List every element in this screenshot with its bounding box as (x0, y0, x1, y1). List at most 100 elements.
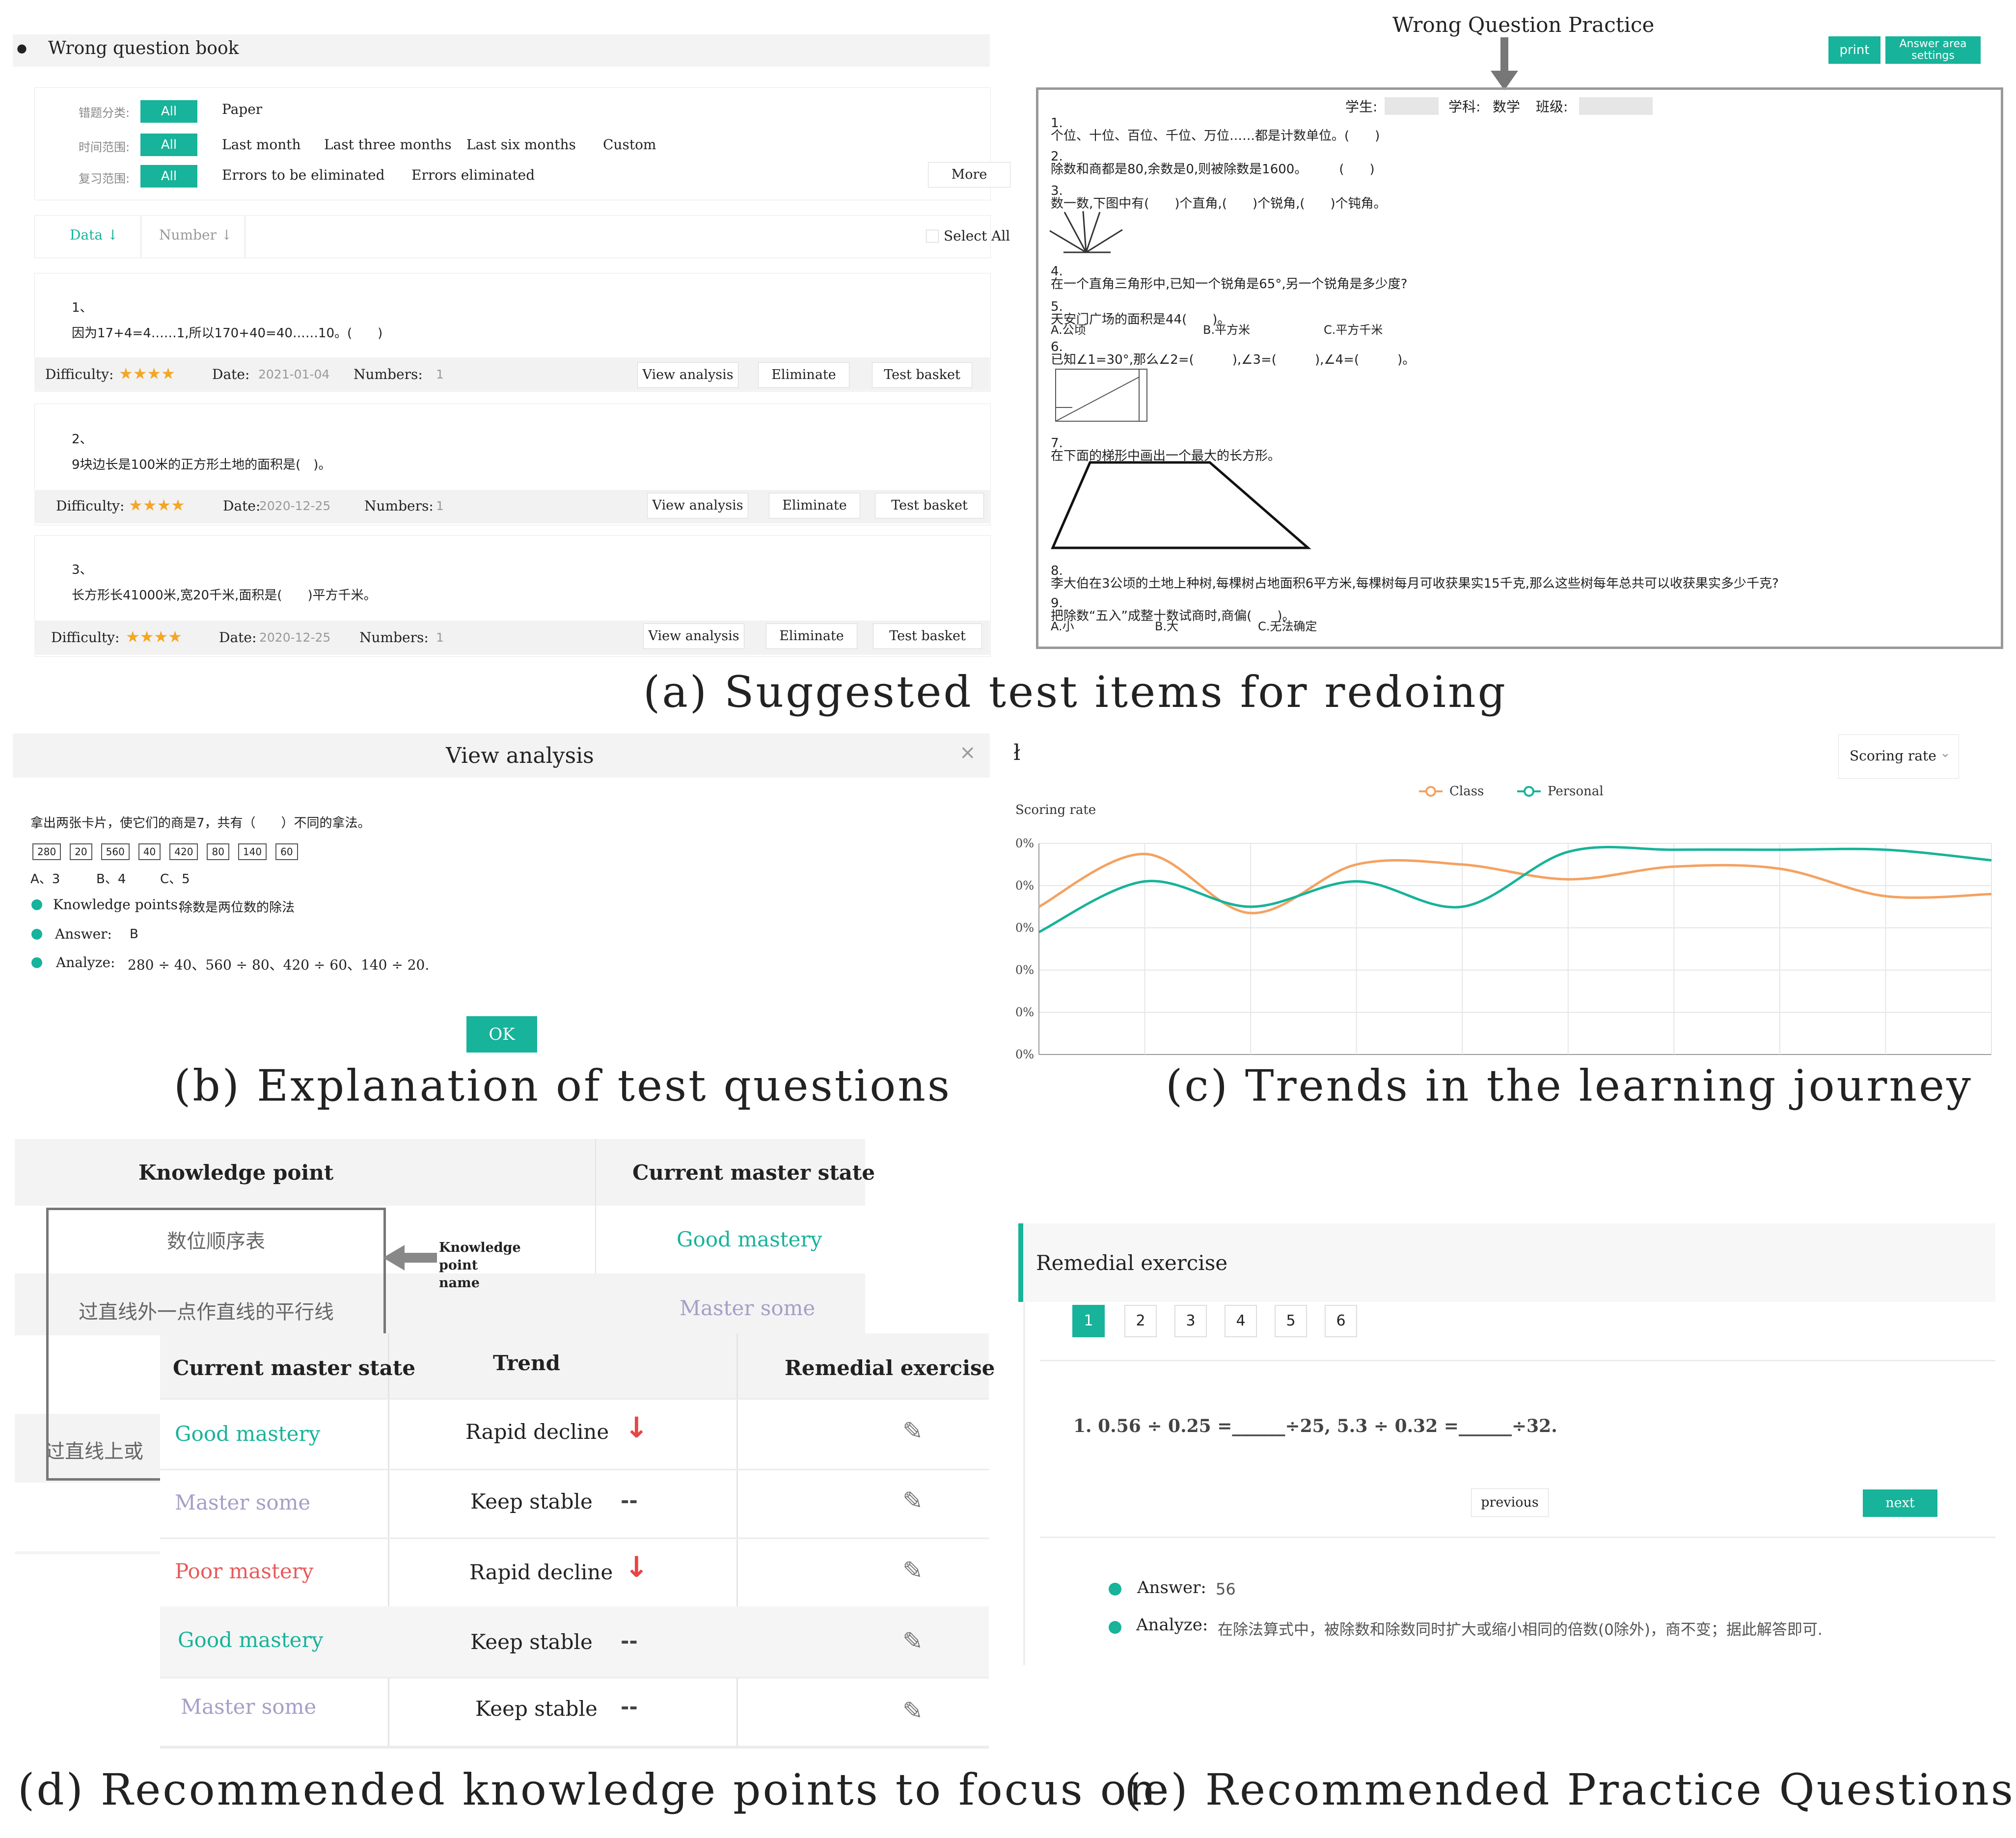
arrow-down-icon: ↓ (625, 1411, 649, 1444)
caption-a: (a) Suggested test items for redoing (643, 667, 1508, 717)
mastery-state: Good mastery (677, 1227, 822, 1251)
bullet-icon (1109, 1621, 1121, 1634)
edit-icon[interactable]: ✎ (902, 1627, 923, 1655)
page-5-button[interactable]: 5 (1275, 1305, 1307, 1337)
dropdown-value: Scoring rate (1850, 748, 1936, 764)
option-c: C、5 (160, 872, 190, 887)
filter-option-custom[interactable]: Custom (603, 136, 656, 153)
col-current-state: Current master state (173, 1356, 416, 1380)
filter-chip-time[interactable]: All (140, 134, 197, 156)
answer-label: Answer: (1137, 1578, 1206, 1597)
flat-trend-icon: -- (621, 1488, 638, 1513)
rectangle-angle-figure (1055, 369, 1147, 422)
trend-chart: Scoring rate 0% 0% 0% 0% 0% 0% Class Personal (1015, 784, 1992, 1060)
filter-chip-review[interactable]: All (140, 165, 197, 188)
filter-option-paper[interactable]: Paper (222, 101, 263, 117)
y-tick-label: 0% (1015, 879, 1034, 892)
number-card: 140 (238, 843, 267, 860)
sort-bar (34, 215, 991, 258)
answer-area-settings-button[interactable]: Answer area settings (1885, 36, 1981, 64)
filter-option-errors-eliminated[interactable]: Errors eliminated (411, 167, 535, 183)
filter-option-errors-to-eliminate[interactable]: Errors to be eliminated (222, 167, 385, 183)
mastery-state: Master some (181, 1695, 317, 1719)
trend-text: Keep stable (470, 1489, 593, 1514)
location-pin-icon: ● (17, 41, 27, 55)
sort-data[interactable]: Data ↓ (70, 227, 119, 243)
filter-label-time: 时间范围: (79, 140, 130, 154)
difficulty-stars: ★★★★ (126, 627, 182, 646)
filter-option-last-month[interactable]: Last month (222, 136, 301, 153)
ok-button[interactable]: OK (466, 1016, 537, 1053)
analyze-value: 280 ÷ 40、560 ÷ 80、420 ÷ 60、140 ÷ 20. (128, 957, 430, 973)
y-tick-label: 0% (1015, 1005, 1034, 1019)
page-2-button[interactable]: 2 (1124, 1305, 1157, 1337)
sheet-subject-value: 数学 (1493, 99, 1521, 115)
close-icon[interactable]: × (959, 741, 976, 764)
sheet-item: 7. 在下面的梯形中画出一个最大的长方形。 (1051, 436, 1281, 463)
number-card: 80 (207, 843, 229, 860)
edit-icon[interactable]: ✎ (902, 1697, 923, 1725)
series-line-personal (1038, 846, 1992, 933)
print-button[interactable]: print (1828, 36, 1880, 64)
pointer-arrow-icon (383, 1245, 437, 1270)
y-tick-label: 0% (1015, 837, 1034, 850)
sheet-option: B.平方米 (1203, 323, 1251, 337)
answer-value: 56 (1216, 1580, 1236, 1598)
view-analysis-button[interactable]: View analysis (647, 493, 748, 518)
view-analysis-button[interactable]: View analysis (637, 362, 738, 388)
edit-icon[interactable]: ✎ (902, 1556, 923, 1585)
number-card: 420 (169, 843, 198, 860)
filter-label-review: 复习范围: (79, 172, 130, 186)
edit-icon[interactable]: ✎ (902, 1417, 923, 1445)
view-analysis-button[interactable]: View analysis (643, 623, 744, 649)
page-1-button[interactable]: 1 (1072, 1305, 1105, 1337)
sheet-item: 3. 数一数,下图中有( )个直角,( )个锐角,( )个钝角。 (1051, 184, 1387, 211)
kp-name: 过直线外一点作直线的平行线 (79, 1301, 334, 1324)
col-trend: Trend (493, 1351, 560, 1375)
question-number: 3、 (72, 563, 93, 577)
trend-text: Rapid decline (465, 1420, 609, 1444)
page-4-button[interactable]: 4 (1225, 1305, 1257, 1337)
more-button[interactable]: More (928, 162, 1010, 188)
numbers-value: 1 (436, 630, 444, 645)
eliminate-button[interactable]: Eliminate (766, 623, 857, 649)
number-cards: 280 20 560 40 420 80 140 60 (32, 843, 298, 860)
sheet-item: 1. 个位、十位、百位、千位、万位……都是计数单位。( ) (1051, 116, 1380, 143)
kp-name: 数位顺序表 (167, 1230, 265, 1253)
select-all-label[interactable]: Select All (944, 228, 1010, 244)
legend-label: Personal (1548, 784, 1604, 799)
legend-marker (1524, 786, 1534, 797)
scoring-rate-dropdown[interactable]: Scoring rate ⌄ (1838, 734, 1959, 779)
sheet-option: A.小 (1051, 620, 1074, 633)
numbers-label: Numbers: (354, 366, 423, 382)
test-basket-button[interactable]: Test basket (872, 362, 972, 388)
analysis-header (13, 733, 990, 778)
difficulty-label: Difficulty: (56, 498, 125, 514)
kp-name-partial: 过直线上或 (45, 1440, 143, 1463)
mastery-state: Master some (175, 1490, 311, 1514)
remedial-header (1018, 1223, 1995, 1302)
edit-icon[interactable]: ✎ (902, 1487, 923, 1515)
sort-number[interactable]: Number ↓ (159, 227, 233, 243)
difficulty-stars: ★★★★ (129, 496, 185, 514)
filter-option-last-six-months[interactable]: Last six months (466, 136, 576, 153)
trapezoid-figure (1051, 461, 1311, 549)
practice-title: Wrong Question Practice (1392, 13, 1655, 37)
test-basket-button[interactable]: Test basket (875, 493, 984, 518)
filter-option-last-three-months[interactable]: Last three months (324, 136, 452, 153)
page-6-button[interactable]: 6 (1325, 1305, 1357, 1337)
sheet-option: C.无法确定 (1258, 620, 1317, 633)
angle-rays-figure (1049, 211, 1123, 253)
test-basket-button[interactable]: Test basket (873, 623, 982, 649)
filter-label-category: 错题分类: (79, 106, 130, 120)
select-all-checkbox[interactable] (926, 230, 939, 243)
filter-chip-category[interactable]: All (140, 100, 197, 123)
analyze-value: 在除法算式中，被除数和除数同时扩大或缩小相同的倍数(0除外)，商不变；据此解答即… (1218, 1621, 1823, 1639)
remedial-title: Remedial exercise (1036, 1251, 1228, 1275)
previous-button[interactable]: previous (1471, 1488, 1549, 1517)
page-3-button[interactable]: 3 (1174, 1305, 1207, 1337)
eliminate-button[interactable]: Eliminate (769, 493, 860, 518)
next-button[interactable]: next (1863, 1489, 1937, 1517)
eliminate-button[interactable]: Eliminate (758, 362, 849, 388)
caption-d: (d) Recommended knowledge points to focu… (18, 1764, 1158, 1815)
